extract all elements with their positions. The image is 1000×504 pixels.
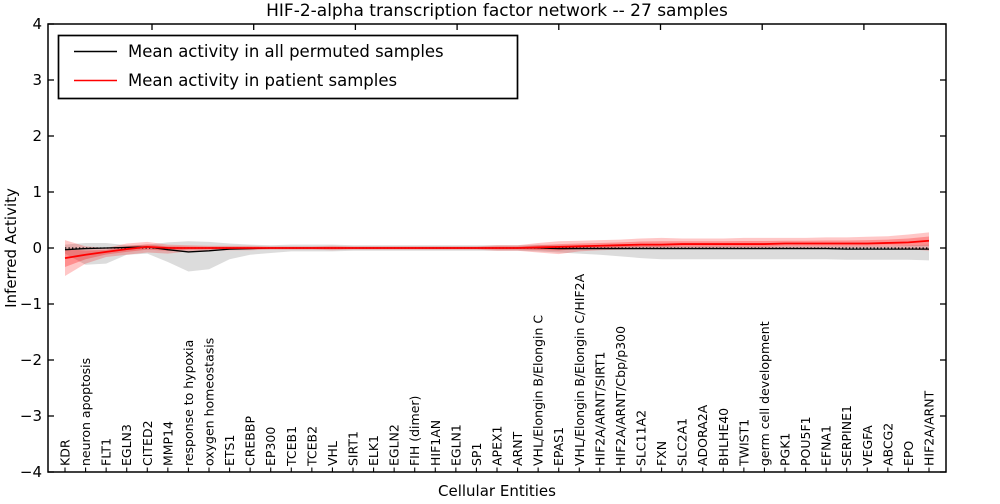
x-tick-label: TCEB1 — [284, 426, 299, 467]
x-tick-label: TWIST1 — [736, 419, 751, 467]
x-tick-label: PGK1 — [778, 433, 793, 466]
x-tick-label: SP1 — [469, 443, 484, 466]
x-tick-label: SLC11A2 — [634, 410, 649, 466]
axis-ticks — [48, 23, 946, 473]
chart-title: HIF-2-alpha transcription factor network… — [266, 1, 728, 21]
y-tick-label: 0 — [32, 239, 42, 257]
legend: Mean activity in all permuted samples Me… — [57, 34, 519, 100]
x-tick-label: EPAS1 — [551, 427, 566, 466]
x-tick-label: neuron apoptosis — [78, 358, 93, 466]
x-tick-label: ABCG2 — [880, 423, 895, 466]
x-tick-label: HIF2A/ARNT/SIRT1 — [592, 352, 607, 466]
x-tick-label: ARNT — [510, 431, 525, 466]
y-tick-label: −1 — [20, 295, 42, 313]
x-tick-label: POU5F1 — [798, 416, 813, 466]
x-tick-label: VHL/Elongin B/Elongin C/HIF2A — [572, 273, 587, 466]
x-tick-label: CITED2 — [140, 420, 155, 466]
x-tick-label: ELK1 — [366, 435, 381, 466]
x-tick-label: ETS1 — [222, 435, 237, 466]
y-tick-label: −4 — [20, 463, 42, 481]
y-axis-label: Inferred Activity — [2, 188, 20, 308]
x-tick-label: EFNA1 — [819, 425, 834, 466]
x-axis-label: Cellular Entities — [438, 482, 556, 500]
series-lines — [64, 239, 930, 259]
x-tick-label: VHL/Elongin B/Elongin C — [531, 315, 546, 466]
x-tick-label: SIRT1 — [346, 431, 361, 466]
y-tick-label: −2 — [20, 351, 42, 369]
x-tick-label: HIF2A/ARNT — [922, 390, 937, 466]
x-tick-label: SLC2A1 — [675, 418, 690, 466]
legend-box — [57, 34, 519, 100]
x-tick-label: ADORA2A — [695, 404, 710, 466]
x-tick-label: FIH (dimer) — [407, 396, 422, 466]
x-tick-label: EGLN2 — [387, 424, 402, 466]
x-tick-label: CREBBP — [243, 416, 258, 466]
y-tick-label: 3 — [32, 71, 42, 89]
x-tick-label: HIF2A/ARNT/Cbp/p300 — [613, 326, 628, 466]
confidence-bands — [65, 232, 929, 276]
y-tick-label: 1 — [32, 183, 42, 201]
y-tick-label: −3 — [20, 407, 42, 425]
x-tick-label: BHLHE40 — [716, 408, 731, 466]
y-tick-labels: 4 3 2 1 0 −1 −2 −3 −4 — [20, 15, 42, 481]
x-tick-label: VEGFA — [860, 425, 875, 466]
x-tick-label: APEX1 — [490, 425, 505, 466]
y-tick-label: 4 — [32, 15, 42, 33]
x-tick-label: VHL — [325, 441, 340, 466]
patient-mean-line — [64, 239, 930, 259]
x-tick-label: KDR — [58, 439, 73, 466]
x-tick-label: oxygen homeostasis — [202, 338, 217, 466]
x-tick-label: FXN — [654, 441, 669, 466]
x-tick-label: TCEB2 — [304, 426, 319, 467]
x-tick-label: HIF1AN — [428, 420, 443, 466]
legend-label-permuted: Mean activity in all permuted samples — [128, 42, 444, 61]
x-tick-labels: KDR neuron apoptosis FLT1 EGLN3 CITED2 MMP14 r… — [58, 273, 937, 467]
x-tick-label: MMP14 — [160, 421, 175, 466]
x-tick-label: EPO — [901, 441, 916, 466]
x-tick-label: FLT1 — [99, 438, 114, 466]
x-tick-label: EP300 — [263, 427, 278, 466]
x-tick-label: germ cell development — [757, 321, 772, 466]
y-tick-label: 2 — [32, 127, 42, 145]
x-tick-label: SERPINE1 — [839, 405, 854, 466]
x-tick-label: response to hypoxia — [181, 340, 196, 466]
x-tick-label: EGLN1 — [448, 424, 463, 466]
legend-label-patient: Mean activity in patient samples — [128, 71, 397, 90]
x-tick-label: EGLN3 — [119, 424, 134, 466]
